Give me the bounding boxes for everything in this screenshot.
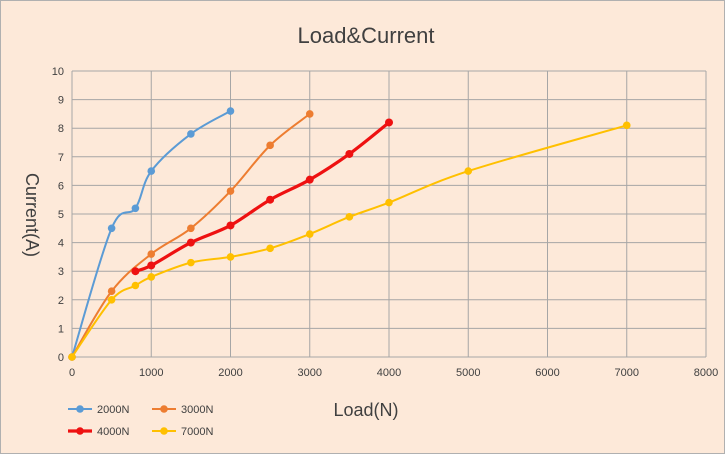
- legend-marker: [76, 427, 84, 435]
- data-point: [187, 130, 195, 138]
- data-point: [305, 175, 314, 184]
- data-point: [187, 258, 195, 267]
- data-point: [226, 221, 235, 230]
- data-point: [226, 253, 235, 261]
- chart-title: Load&Current: [298, 23, 435, 48]
- data-point: [345, 149, 354, 158]
- data-point: [107, 224, 116, 233]
- series-line: [133, 120, 391, 273]
- data-point: [345, 213, 354, 221]
- data-point: [385, 118, 393, 127]
- data-point: [622, 121, 631, 130]
- data-point: [266, 244, 274, 253]
- legend-marker: [160, 405, 168, 413]
- data-point: [266, 141, 274, 150]
- y-axis-label: Current(A): [22, 173, 42, 257]
- data-point: [131, 267, 140, 276]
- data-point: [187, 224, 195, 233]
- data-point: [305, 230, 314, 238]
- x-axis-label: Load(N): [333, 400, 398, 420]
- legend-item: 4000N: [68, 426, 129, 438]
- y-tick-label: 0: [58, 352, 64, 364]
- series-4000N: [131, 118, 393, 276]
- data-point: [226, 107, 235, 115]
- data-point: [107, 296, 116, 304]
- data-point: [464, 167, 473, 175]
- legend-marker: [76, 405, 84, 413]
- y-tick-label: 9: [58, 95, 64, 107]
- series-7000N: [68, 121, 631, 361]
- x-tick-label: 7000: [615, 367, 639, 379]
- data-point: [131, 281, 140, 290]
- legend-item: 7000N: [152, 426, 213, 438]
- y-tick-label: 1: [58, 323, 64, 335]
- x-tick-label: 2000: [218, 367, 242, 379]
- data-point: [385, 198, 393, 207]
- legend: 2000N 3000N 4000N 7000N: [68, 404, 213, 438]
- series-layer: [68, 107, 631, 361]
- y-tick-label: 3: [58, 266, 64, 278]
- data-point: [147, 167, 156, 175]
- x-tick-label: 6000: [535, 367, 559, 379]
- y-tick-label: 4: [58, 238, 64, 250]
- data-point: [147, 273, 156, 281]
- x-tick-label: 0: [69, 367, 75, 379]
- y-tick-label: 5: [58, 209, 64, 221]
- data-point: [147, 261, 156, 270]
- x-tick-label: 1000: [139, 367, 163, 379]
- y-tick-label: 7: [58, 152, 64, 164]
- series-3000N: [68, 110, 314, 361]
- y-tick-label: 2: [58, 295, 64, 307]
- tick-labels: 0 1000 2000 3000 4000 5000 6000 7000 8000 0 1 2 3 4 5 6…: [52, 66, 718, 379]
- x-tick-label: 4000: [377, 367, 401, 379]
- data-point: [131, 204, 140, 213]
- data-point: [305, 110, 314, 118]
- data-point: [186, 238, 195, 247]
- x-tick-label: 5000: [456, 367, 480, 379]
- y-tick-label: 8: [58, 123, 64, 135]
- series-line: [71, 112, 311, 358]
- grid: [71, 70, 707, 358]
- series-line: [71, 124, 628, 358]
- x-tick-label: 3000: [298, 367, 322, 379]
- data-point: [226, 187, 235, 195]
- data-point: [266, 195, 275, 204]
- legend-item: 3000N: [152, 404, 213, 416]
- y-tick-label: 10: [52, 66, 64, 78]
- legend-label: 3000N: [181, 404, 213, 416]
- x-tick-label: 8000: [694, 367, 718, 379]
- legend-item: 2000N: [68, 404, 129, 416]
- legend-label: 7000N: [181, 426, 213, 438]
- legend-label: 2000N: [97, 404, 129, 416]
- data-point: [107, 287, 116, 296]
- legend-label: 4000N: [97, 426, 129, 438]
- data-point: [68, 353, 76, 361]
- data-point: [147, 250, 156, 258]
- legend-marker: [160, 427, 168, 435]
- y-tick-label: 6: [58, 180, 64, 192]
